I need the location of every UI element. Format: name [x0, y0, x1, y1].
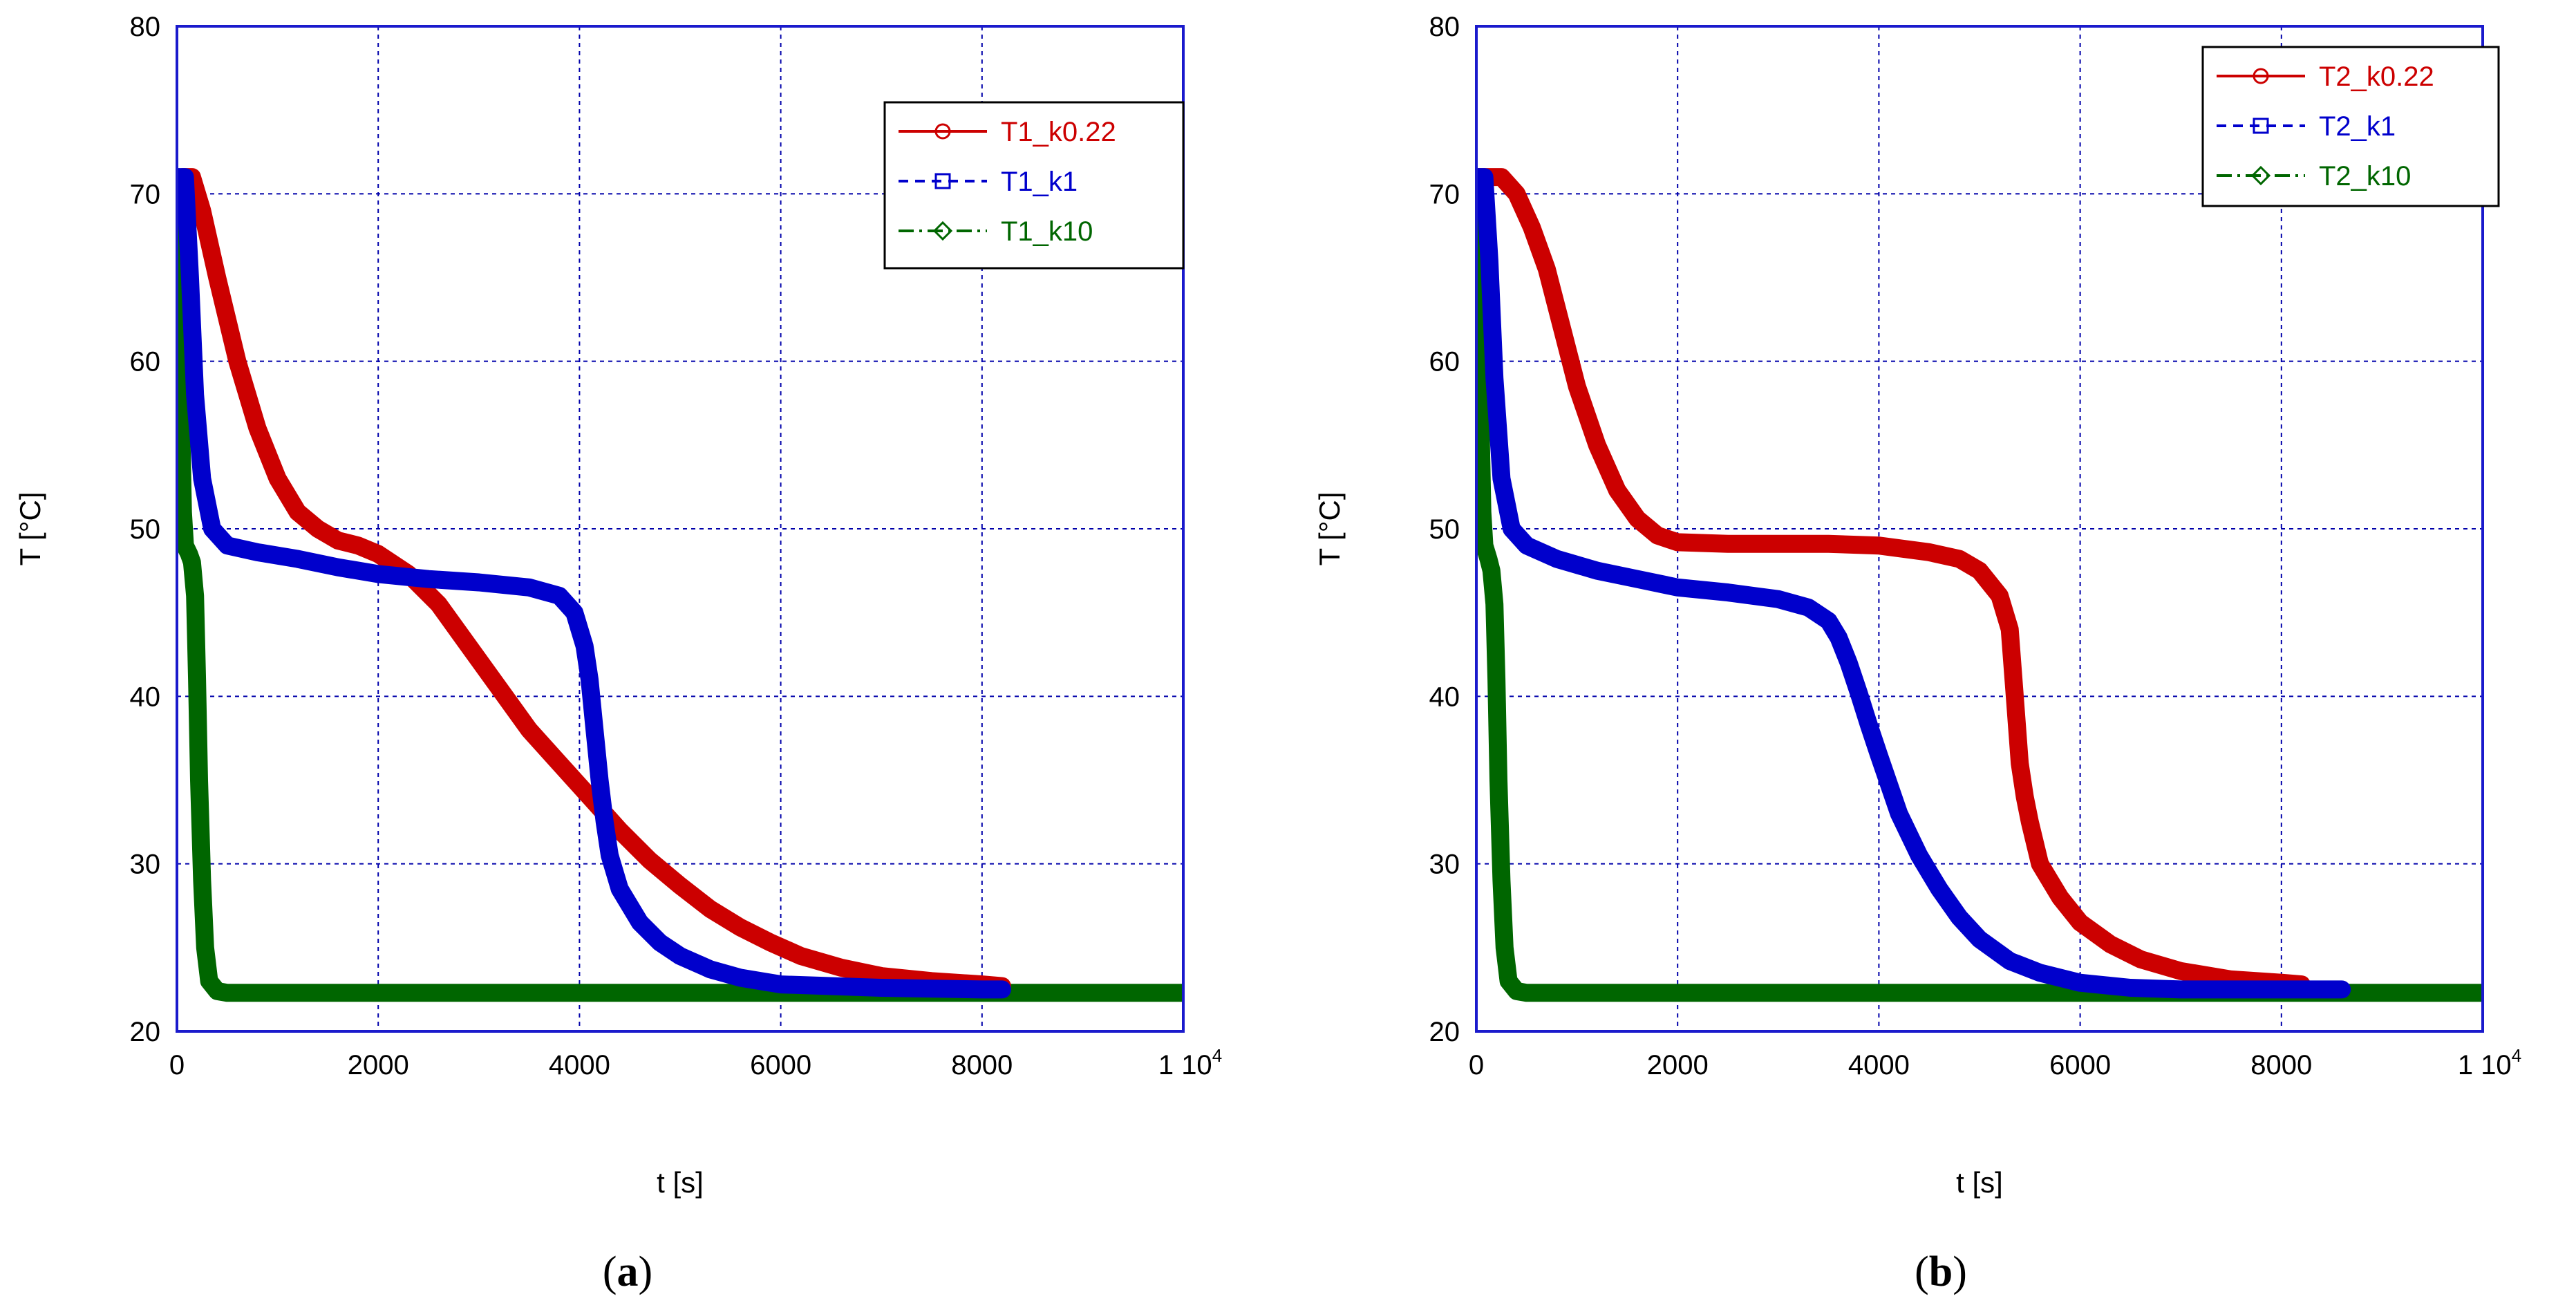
legend-label: T2_k0.22	[2319, 62, 2434, 92]
x-tick-label: 4000	[1848, 1050, 1910, 1080]
series-line-T2_k0.22	[1476, 168, 2311, 994]
legend-label: T2_k10	[2319, 161, 2411, 191]
x-tick-label-last: 1 104	[2458, 1045, 2521, 1080]
y-tick-label: 20	[130, 1017, 161, 1047]
x-tick-label: 0	[1469, 1050, 1484, 1080]
series-line-T1_k10	[177, 168, 1183, 1002]
legend-label: T1_k10	[1001, 216, 1093, 247]
x-tick-label: 8000	[951, 1050, 1013, 1080]
y-tick-label: 30	[1429, 850, 1460, 880]
x-axis-label: t [s]	[1956, 1166, 2003, 1199]
y-tick-label: 80	[1429, 12, 1460, 42]
y-tick-label: 70	[130, 179, 161, 209]
panel-label: (b)	[1915, 1248, 1967, 1295]
legend-label: T1_k0.22	[1001, 117, 1116, 147]
legend-label: T1_k1	[1001, 167, 1078, 197]
plot-frame	[176, 25, 1185, 1033]
diamond-icon	[932, 221, 953, 241]
y-tick-label: 50	[130, 514, 161, 545]
x-axis-label: t [s]	[657, 1166, 704, 1199]
x-tick-exponent: 4	[1212, 1045, 1222, 1066]
y-tick-label: 40	[1429, 682, 1460, 712]
legend-label: T2_k1	[2319, 111, 2396, 142]
x-tick-label: 2000	[348, 1050, 409, 1080]
y-tick-label: 70	[1429, 179, 1460, 209]
panel-label-close: )	[1953, 1248, 1967, 1295]
series-line-T1_k0.22	[177, 168, 1011, 995]
x-tick-base: 1 10	[1158, 1050, 1212, 1080]
y-tick-label: 40	[130, 682, 161, 712]
x-tick-label: 8000	[2250, 1050, 2312, 1080]
y-tick-label: 60	[1429, 347, 1460, 377]
y-tick-label: 80	[130, 12, 161, 42]
y-tick-label: 30	[130, 850, 161, 880]
diamond-icon	[2250, 165, 2271, 186]
x-tick-base: 1 10	[2458, 1050, 2512, 1080]
series-line-T1_k1	[177, 168, 1011, 999]
series-line-T2_k10	[1476, 168, 2483, 1002]
chart-b: 0 2000 4000 6000 8000 1 104 20 30 40 50 60 70 80 t [s…	[1313, 12, 2521, 1295]
y-tick-label: 20	[1429, 1017, 1460, 1047]
y-tick-label: 60	[130, 347, 161, 377]
y-axis-label: T [°C]	[14, 491, 46, 565]
series-line-T2_k1	[1476, 168, 2351, 999]
panel-label-close: )	[639, 1248, 653, 1295]
panel-label-letter: b	[1929, 1248, 1953, 1295]
square-icon	[2253, 118, 2269, 134]
x-tick-label: 6000	[2049, 1050, 2111, 1080]
circle-icon	[934, 123, 951, 140]
plot-frame	[1475, 25, 2484, 1033]
x-tick-label-last: 1 104	[1158, 1045, 1222, 1080]
x-tick-label: 4000	[549, 1050, 610, 1080]
x-tick-label: 6000	[750, 1050, 811, 1080]
circle-icon	[2253, 68, 2269, 84]
panel-label-open: (	[1915, 1248, 1929, 1295]
panel-label-letter: a	[617, 1248, 639, 1295]
square-icon	[934, 173, 951, 189]
y-tick-label: 50	[1429, 514, 1460, 545]
y-axis-label: T [°C]	[1313, 491, 1346, 565]
panel-label-open: (	[603, 1248, 617, 1295]
x-tick-exponent: 4	[2512, 1045, 2521, 1066]
x-tick-label: 2000	[1647, 1050, 1709, 1080]
panel-label: (a)	[603, 1248, 652, 1295]
chart-a: 0 2000 4000 6000 8000 1 104 20 30 40 50 60 70 80 t [s…	[14, 12, 1222, 1295]
x-tick-label: 0	[169, 1050, 185, 1080]
